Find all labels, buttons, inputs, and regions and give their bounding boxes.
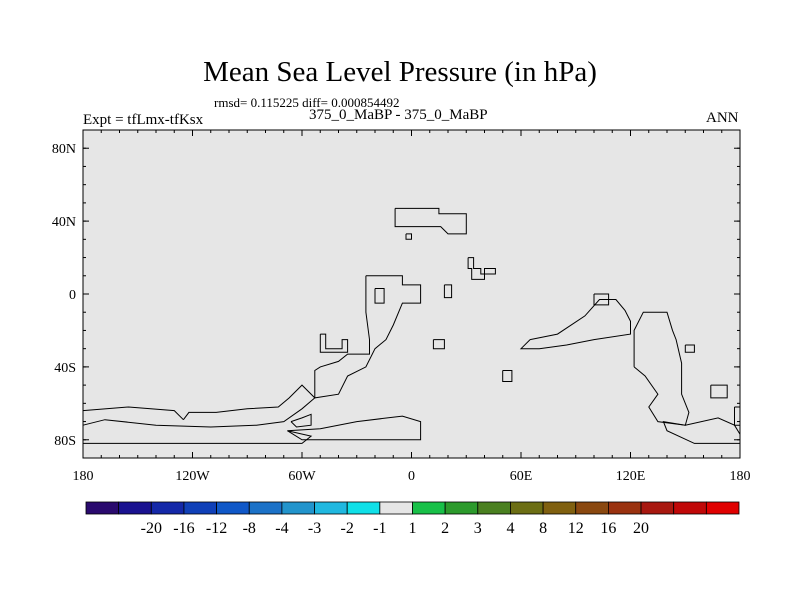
coastline: [432, 339, 445, 350]
coastline: [710, 384, 728, 399]
colorbar-label: 12: [568, 520, 584, 537]
colorbar-swatch: [118, 501, 152, 515]
colorbar-swatch: [575, 501, 609, 515]
axis-ticks: 180 120W 60W 0 60E 120E 180 80N 40N 0 40S 80S: [52, 129, 751, 484]
coastline: [443, 284, 453, 299]
colorbar-swatch: [608, 501, 642, 515]
colorbar-swatch: [673, 501, 707, 515]
colorbar-swatch: [510, 501, 544, 515]
colorbar-swatch: [542, 501, 577, 515]
x-tick-label: 120E: [616, 469, 646, 484]
colorbar-label: -12: [206, 520, 227, 537]
colorbar-swatch: [216, 501, 250, 515]
coastline: [314, 275, 422, 399]
season-label: ANN: [706, 110, 739, 126]
coastline: [502, 370, 513, 382]
colorbar-swatch: [281, 501, 315, 515]
coastline: [319, 333, 349, 353]
y-tick-label: 80S: [54, 434, 76, 449]
colorbar-label: -4: [275, 520, 288, 537]
colorbar: -20 -16 -12 -8 -4 -3 -2 -1 1 2 3 4 8 12 16 20: [85, 501, 740, 537]
coastline-layer: [82, 207, 741, 444]
y-tick-label: 80N: [52, 142, 76, 157]
colorbar-swatch: [248, 501, 283, 515]
colorbar-swatch: [314, 501, 348, 515]
y-tick-label: 40N: [52, 215, 76, 230]
colorbar-label: 16: [600, 520, 616, 537]
colorbar-label: -1: [373, 520, 386, 537]
colorbar-label: -16: [173, 520, 194, 537]
colorbar-swatch: [183, 501, 217, 515]
x-tick-label: 0: [408, 469, 415, 484]
coastline: [82, 406, 184, 421]
chart-title: Mean Sea Level Pressure (in hPa): [203, 56, 597, 88]
x-tick-label: 60E: [510, 469, 533, 484]
colorbar-label: -3: [308, 520, 321, 537]
colorbar-swatch: [444, 501, 479, 515]
coastline: [82, 384, 316, 428]
x-tick-label: 180: [73, 469, 94, 484]
colorbar-label: 1: [409, 520, 417, 537]
colorbar-label: 4: [506, 520, 514, 537]
colorbar-label: 8: [539, 520, 547, 537]
coastline: [662, 417, 741, 444]
colorbar-swatch: [379, 501, 413, 515]
y-tick-label: 0: [69, 288, 76, 303]
colorbar-label: -8: [243, 520, 256, 537]
coastline: [394, 207, 467, 235]
experiment-label: Expt = tfLmx-tfKsx: [83, 112, 204, 128]
colorbar-label: 20: [633, 520, 649, 537]
coastline: [633, 311, 690, 426]
stats-label: rmsd= 0.115225 diff= 0.000854492: [214, 95, 400, 110]
colorbar-label: 3: [474, 520, 482, 537]
coastline: [734, 406, 741, 426]
colorbar-swatch: [477, 501, 511, 515]
coastline: [374, 288, 385, 304]
coastline: [290, 413, 312, 428]
colorbar-swatch: [150, 501, 185, 515]
x-tick-label: 120W: [175, 469, 210, 484]
period-label: 375_0_MaBP - 375_0_MaBP: [309, 107, 488, 123]
map-background: [82, 129, 741, 459]
colorbar-swatch: [346, 501, 381, 515]
colorbar-swatch: [412, 501, 446, 515]
coastline: [405, 233, 412, 240]
colorbar-label: -20: [141, 520, 162, 537]
coastline: [83, 430, 313, 444]
x-tick-label: 60W: [288, 469, 316, 484]
coastline: [519, 299, 631, 350]
coastline: [287, 415, 422, 441]
colorbar-swatch: [640, 501, 675, 515]
x-tick-label: 180: [730, 469, 751, 484]
coastline: [467, 257, 496, 280]
colorbar-label: 2: [441, 520, 449, 537]
coastline: [593, 293, 610, 306]
colorbar-swatch: [705, 501, 740, 515]
y-tick-label: 40S: [54, 361, 76, 376]
colorbar-swatch: [85, 501, 120, 515]
coastline: [684, 344, 695, 353]
colorbar-label: -2: [341, 520, 354, 537]
